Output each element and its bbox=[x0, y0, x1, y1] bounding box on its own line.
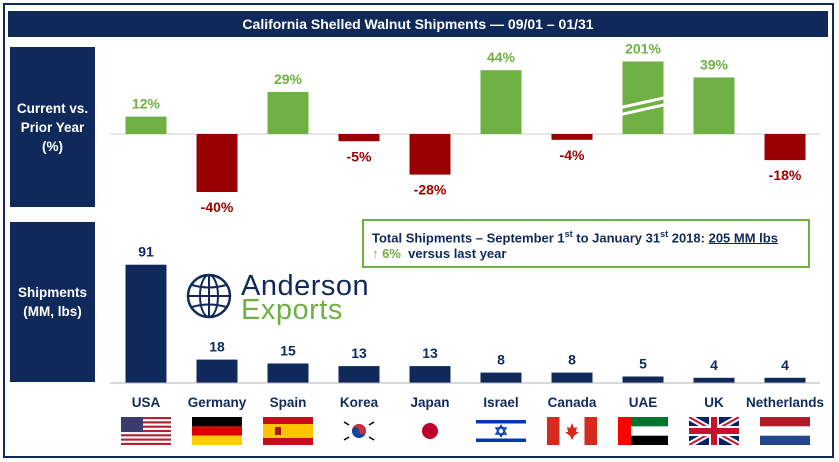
pct-data-label: 44% bbox=[487, 49, 516, 65]
country-label: Netherlands bbox=[745, 395, 825, 410]
pct-change-axis-label: Current vs. Prior Year (%) bbox=[10, 47, 95, 207]
total-text-sup: st bbox=[564, 229, 573, 239]
growth-text: ↑ 6% versus last year bbox=[372, 244, 800, 264]
pct-bar-usa bbox=[125, 116, 167, 134]
shipment-data-label: 5 bbox=[639, 356, 647, 372]
pct-data-label: 29% bbox=[274, 71, 303, 87]
netherlands-flag-icon bbox=[760, 417, 810, 445]
chart-title: California Shelled Walnut Shipments — 09… bbox=[8, 11, 828, 37]
pct-data-label: -40% bbox=[201, 199, 234, 215]
country-label: Korea bbox=[339, 395, 379, 410]
total-shipments-text: Total Shipments – September 1st to Janua… bbox=[372, 224, 800, 246]
us-flag-icon bbox=[121, 417, 171, 445]
pct-bar-japan bbox=[409, 134, 451, 175]
shipment-bar-uae bbox=[622, 376, 664, 383]
uk-flag-icon bbox=[689, 417, 739, 445]
shipment-data-label: 15 bbox=[280, 343, 296, 359]
shipment-data-label: 18 bbox=[209, 339, 225, 355]
country-label: USA bbox=[131, 395, 161, 410]
globe-icon bbox=[186, 273, 232, 319]
shipment-data-label: 8 bbox=[568, 352, 576, 368]
country-label: UAE bbox=[628, 395, 658, 410]
israel-flag-icon bbox=[476, 417, 526, 445]
uae-flag-icon bbox=[618, 417, 668, 445]
shipment-data-label: 13 bbox=[351, 345, 367, 361]
pct-bar-israel bbox=[480, 70, 522, 134]
japan-flag-icon bbox=[405, 417, 455, 445]
spain-flag-icon bbox=[263, 417, 313, 445]
pct-bar-canada bbox=[551, 134, 593, 140]
logo-name: Anderson bbox=[241, 270, 370, 302]
anderson-exports-logo: Anderson Exports bbox=[185, 270, 375, 326]
axis-break-mark bbox=[620, 103, 666, 117]
total-shipments-value: 205 MM lbs bbox=[708, 230, 778, 246]
pct-bar-korea bbox=[338, 134, 380, 142]
shipment-data-label: 4 bbox=[710, 357, 718, 373]
axis-break-mark bbox=[620, 96, 666, 110]
pct-bar-spain bbox=[267, 91, 309, 134]
pct-data-label: -28% bbox=[414, 182, 447, 198]
pct-bar-netherlands bbox=[764, 134, 806, 161]
pct-data-label: -4% bbox=[560, 147, 585, 163]
shipment-data-label: 13 bbox=[422, 345, 438, 361]
shipment-data-label: 8 bbox=[497, 352, 505, 368]
logo-subtitle: Exports bbox=[241, 294, 343, 326]
shipment-bar-spain bbox=[267, 363, 309, 383]
growth-value: 6% bbox=[382, 246, 401, 261]
germany-flag-icon bbox=[192, 417, 242, 445]
shipment-data-label: 4 bbox=[781, 357, 789, 373]
pct-data-label: 12% bbox=[132, 96, 161, 112]
shipment-bar-usa bbox=[125, 264, 167, 383]
growth-suffix: versus last year bbox=[408, 246, 507, 261]
pct-bar-uae bbox=[622, 61, 664, 134]
country-label: Spain bbox=[269, 395, 307, 410]
pct-bar-uk bbox=[693, 77, 735, 134]
shipment-bar-uk bbox=[693, 377, 735, 383]
shipment-bar-germany bbox=[196, 359, 238, 383]
pct-bar-germany bbox=[196, 134, 238, 192]
pct-data-label: -18% bbox=[769, 167, 802, 183]
total-text-part: Total Shipments – September 1 bbox=[372, 230, 565, 246]
shipment-bar-israel bbox=[480, 372, 522, 383]
country-label: Israel bbox=[483, 395, 519, 410]
shipment-bar-netherlands bbox=[764, 377, 806, 383]
total-shipments-callout: Total Shipments – September 1st to Janua… bbox=[362, 219, 810, 268]
country-label: Japan bbox=[410, 395, 450, 410]
pct-data-label: 201% bbox=[625, 41, 661, 57]
pct-data-label: -5% bbox=[347, 148, 372, 164]
shipment-data-label: 91 bbox=[138, 244, 154, 260]
country-label: Canada bbox=[547, 395, 597, 410]
pct-data-label: 39% bbox=[700, 56, 729, 72]
up-arrow-icon: ↑ bbox=[372, 246, 379, 261]
total-text-part: 2018: bbox=[668, 230, 709, 246]
shipment-bar-korea bbox=[338, 366, 380, 383]
canada-flag-icon bbox=[547, 417, 597, 445]
shipment-bar-canada bbox=[551, 372, 593, 383]
country-label: UK bbox=[704, 395, 724, 410]
total-text-part: to January 31 bbox=[572, 230, 661, 246]
shipments-axis-label: Shipments (MM, lbs) bbox=[10, 222, 95, 382]
total-text-sup: st bbox=[660, 229, 669, 239]
shipment-bar-japan bbox=[409, 366, 451, 383]
korea-flag-icon bbox=[334, 417, 384, 445]
country-label: Germany bbox=[187, 395, 247, 410]
